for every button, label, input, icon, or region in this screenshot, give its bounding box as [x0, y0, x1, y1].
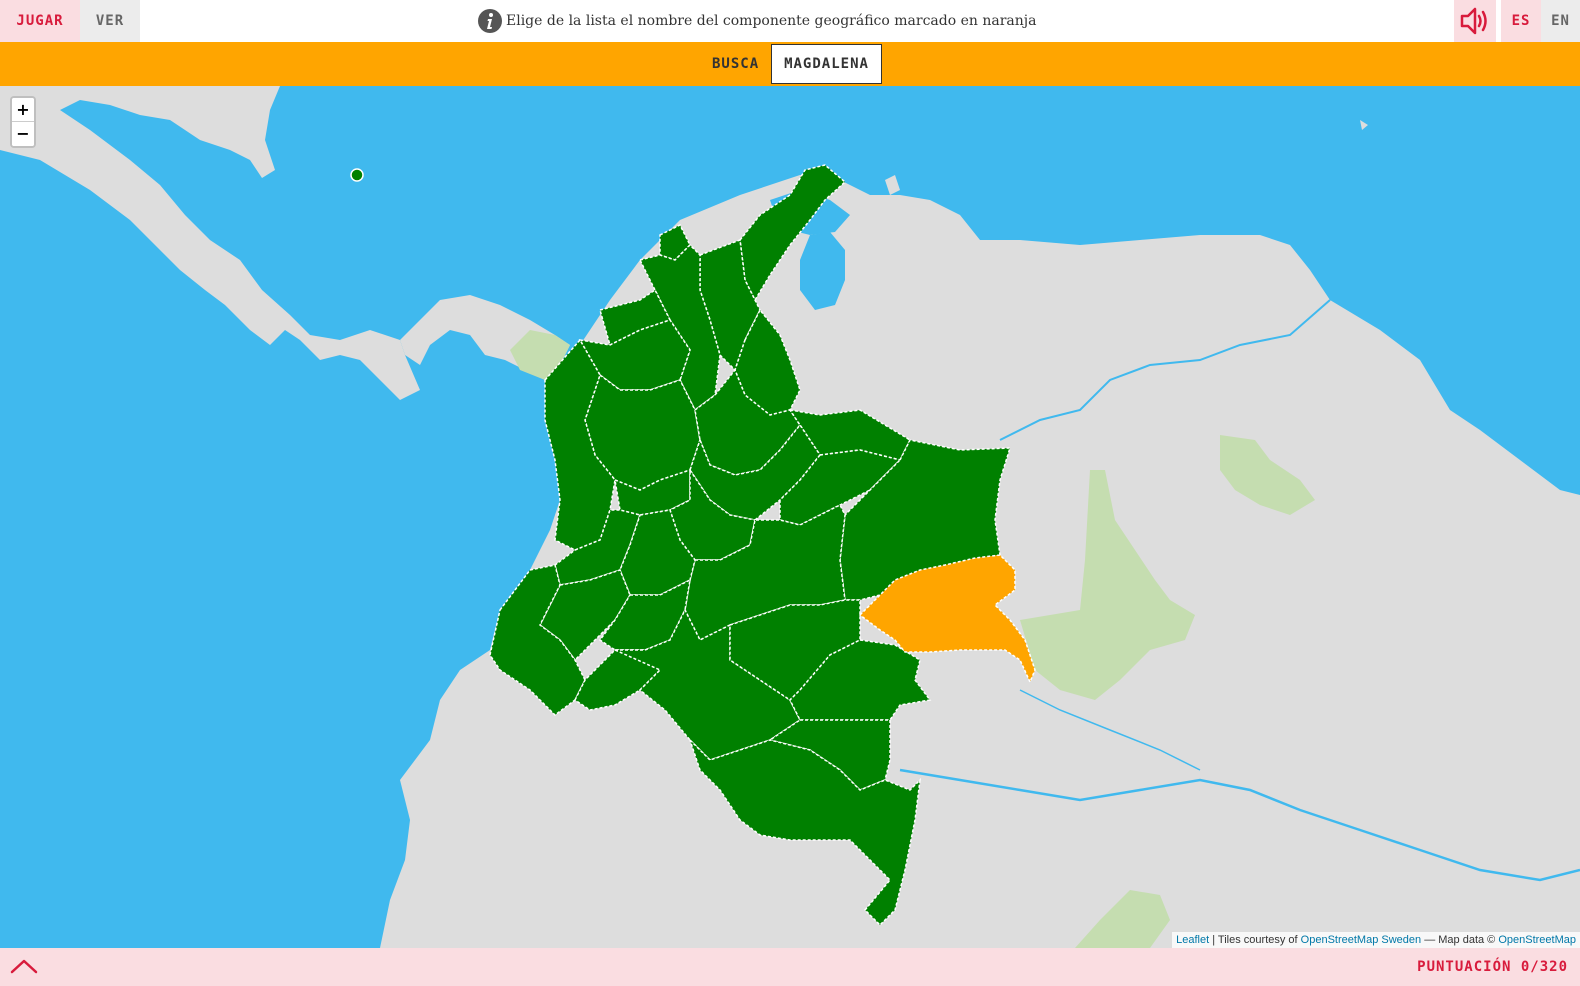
play-tab[interactable]: JUGAR	[0, 0, 80, 42]
island-san-andres	[350, 168, 364, 182]
tiles-link[interactable]: OpenStreetMap Sweden	[1300, 934, 1422, 946]
protected-area-south	[1075, 890, 1170, 948]
question-bar: BUSCA MAGDALENA	[0, 42, 1580, 86]
target-name-box: MAGDALENA	[771, 44, 882, 84]
view-tab[interactable]: VER	[80, 0, 140, 42]
osm-link[interactable]: OpenStreetMap	[1498, 934, 1576, 946]
lake-maracaibo	[800, 232, 845, 310]
language-en-button[interactable]: EN	[1541, 0, 1580, 42]
zoom-in-button[interactable]: +	[12, 98, 34, 122]
find-label: BUSCA	[712, 56, 760, 72]
leaflet-link[interactable]: Leaflet	[1176, 934, 1210, 946]
tiles-prefix: | Tiles courtesy of	[1209, 934, 1301, 946]
instruction-text: Elige de la lista el nombre del componen…	[506, 13, 1037, 29]
department-narino[interactable]	[489, 564, 586, 716]
department-highlighted[interactable]	[858, 554, 1036, 684]
language-es-button[interactable]: ES	[1501, 0, 1541, 42]
map-attribution: Leaflet | Tiles courtesy of OpenStreetMa…	[1172, 932, 1580, 948]
department-tolima[interactable]	[619, 509, 696, 596]
land-central-america	[0, 86, 420, 400]
river-orinoco	[999, 299, 1331, 441]
expand-panel-button[interactable]	[8, 954, 40, 980]
map[interactable]: + − Leaflet | Tiles courtesy of OpenStre…	[0, 86, 1580, 948]
zoom-out-button[interactable]: −	[12, 122, 34, 146]
score-display: PUNTUACIÓN 0/320	[1417, 959, 1568, 975]
department-casanare[interactable]	[779, 449, 902, 526]
info-icon[interactable]	[478, 9, 502, 33]
top-bar: JUGAR VER Elige de la lista el nombre de…	[0, 0, 1580, 42]
sound-toggle-button[interactable]	[1454, 0, 1496, 42]
department-meta[interactable]	[684, 503, 846, 642]
department-bolivar[interactable]	[638, 243, 721, 412]
protected-area-guayana	[1020, 470, 1195, 700]
instruction-bar: Elige de la lista el nombre del componen…	[478, 8, 1036, 34]
department-la-guajira[interactable]	[739, 164, 847, 302]
river-negro	[1019, 689, 1201, 771]
department-guaviare[interactable]	[729, 599, 861, 701]
speaker-icon	[1460, 7, 1487, 35]
protected-area-canaima	[1220, 435, 1315, 515]
data-prefix: — Map data ©	[1421, 934, 1499, 946]
island-blanquilla	[1360, 120, 1368, 130]
island-curacao	[885, 175, 900, 195]
department-amazonas[interactable]	[689, 739, 922, 927]
chevron-up-icon	[10, 959, 38, 974]
bottom-bar: PUNTUACIÓN 0/320	[0, 948, 1580, 986]
department-guainia[interactable]	[789, 639, 932, 721]
river-amazon	[899, 768, 1580, 882]
colombia-departments	[489, 164, 1012, 927]
map-canvas[interactable]	[0, 86, 1580, 948]
zoom-control: + −	[10, 96, 36, 148]
